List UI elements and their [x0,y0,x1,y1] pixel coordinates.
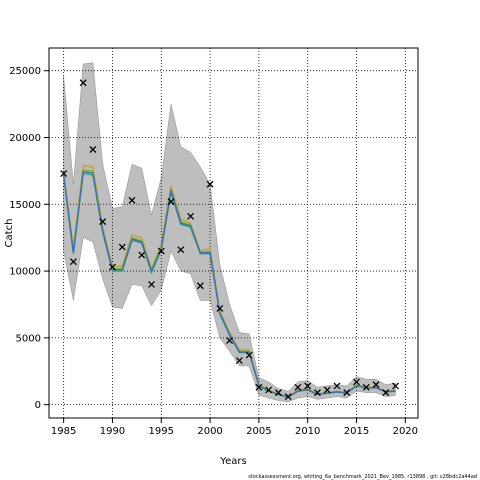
observed-point [69,258,77,266]
x-tick-label: 1985 [51,426,76,437]
observed-point [255,383,263,391]
observed-point [353,378,360,386]
observed-point [108,263,116,271]
y-tick-label: 5000 [16,333,41,344]
y-tick-label: 15000 [9,200,41,211]
observed-point [304,382,312,390]
observed-point [323,386,331,394]
observed-point [89,146,97,153]
x-tick-label: 2020 [393,426,418,437]
observed-point [265,386,273,394]
x-tick-label: 2005 [246,426,271,437]
x-tick-label: 1990 [100,426,125,437]
y-tick-label: 0 [35,400,41,411]
confidence-band [63,62,396,403]
observed-point [333,382,341,390]
series-line-4 [62,170,396,398]
x-tick-label: 1995 [149,426,174,437]
observed-point [343,389,351,397]
observed-point [148,280,155,288]
y-tick-label: 10000 [9,267,41,278]
observed-point [284,393,292,401]
y-tick-label: 20000 [9,133,41,144]
observed-point [60,170,68,178]
observed-point [274,389,282,397]
observed-point [362,383,370,391]
confidence-band-layer [63,62,396,403]
observed-point [196,282,204,290]
observed-point [245,351,253,359]
observed-point [392,382,400,390]
x-tick-label: 2010 [295,426,320,437]
observed-point [128,196,136,204]
plot-frame [48,47,419,419]
y-axis: 0 5000 10000 15000 20000 25000 [9,66,49,411]
y-tick-label: 25000 [9,66,41,77]
observed-point [177,246,185,254]
observed-point [294,383,302,391]
x-tick-label: 2000 [197,426,222,437]
observed-point [372,381,380,389]
x-axis: 1985 1990 1995 2000 2005 2010 2015 2020 [51,418,418,437]
footer-note: stockassessment.org, whiting_6a_benchmar… [248,474,477,480]
observed-point [118,243,126,251]
observed-point [157,247,165,255]
observed-point [187,212,195,220]
observed-point [235,357,243,365]
observed-point [138,251,146,259]
y-axis-title: Catch [4,219,15,248]
observed-point [216,305,224,312]
x-tick-label: 2015 [344,426,369,437]
observed-point [226,337,234,344]
observed-point [382,389,390,397]
observed-point [313,389,321,397]
observed-points-layer [60,79,400,401]
series-layer [62,164,396,398]
observed-point [79,79,87,87]
observed-point [206,180,214,188]
observed-point [99,218,107,226]
x-axis-title: Years [219,456,246,467]
observed-point [167,198,175,206]
